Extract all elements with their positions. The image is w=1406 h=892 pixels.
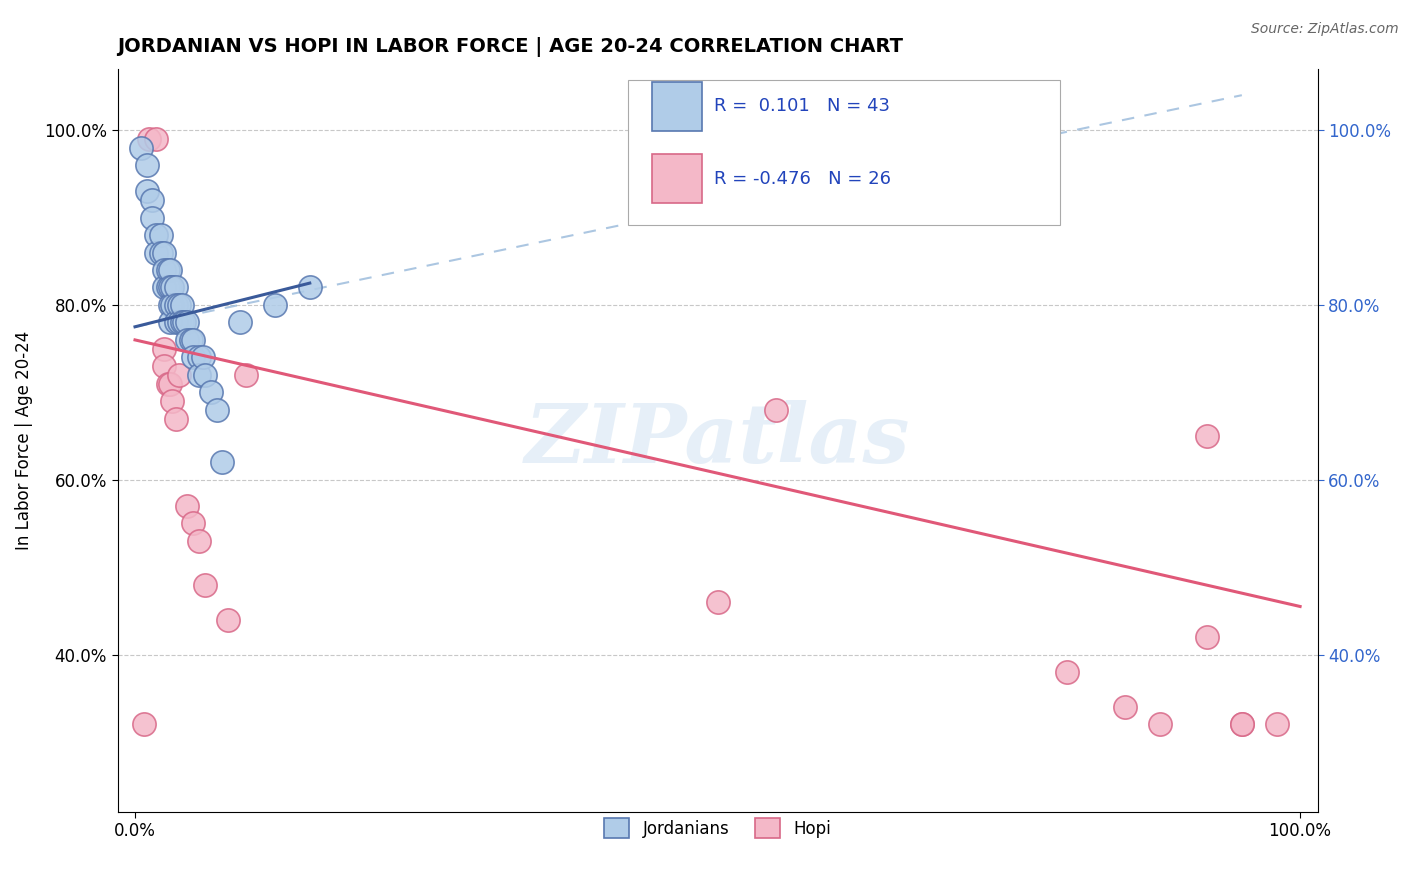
Point <box>153 342 176 356</box>
Point <box>162 280 184 294</box>
Point <box>706 595 728 609</box>
Point <box>141 193 163 207</box>
Point <box>156 280 179 294</box>
Text: ZIPatlas: ZIPatlas <box>524 401 910 481</box>
Point <box>191 351 214 365</box>
FancyBboxPatch shape <box>651 81 702 130</box>
Point <box>263 298 285 312</box>
Point <box>134 717 156 731</box>
Point <box>188 368 211 382</box>
Point <box>156 376 179 391</box>
Point <box>180 333 202 347</box>
Point <box>170 298 193 312</box>
Point <box>1265 717 1288 731</box>
Point <box>135 184 157 198</box>
Point <box>176 333 198 347</box>
Point <box>159 263 181 277</box>
Point <box>138 132 160 146</box>
Point <box>145 227 167 242</box>
Point <box>181 516 204 531</box>
Point <box>159 315 181 329</box>
Point <box>135 158 157 172</box>
Point <box>1195 429 1218 443</box>
Point <box>200 385 222 400</box>
Point <box>170 315 193 329</box>
Point <box>176 499 198 513</box>
Text: JORDANIAN VS HOPI IN LABOR FORCE | AGE 20-24 CORRELATION CHART: JORDANIAN VS HOPI IN LABOR FORCE | AGE 2… <box>118 37 904 57</box>
Point <box>1056 665 1078 679</box>
Point <box>149 227 172 242</box>
Point <box>165 280 187 294</box>
Legend: Jordanians, Hopi: Jordanians, Hopi <box>598 812 838 845</box>
Point <box>153 245 176 260</box>
Point <box>188 351 211 365</box>
Point <box>165 315 187 329</box>
Point <box>141 211 163 225</box>
Point <box>1149 717 1171 731</box>
Point <box>1230 717 1253 731</box>
Point <box>229 315 252 329</box>
Point <box>159 376 181 391</box>
Point <box>159 298 181 312</box>
Point <box>194 368 217 382</box>
Point <box>205 402 228 417</box>
FancyBboxPatch shape <box>651 154 702 203</box>
Point <box>162 394 184 409</box>
Point <box>129 141 152 155</box>
Point <box>211 455 233 469</box>
Point <box>765 402 787 417</box>
Point <box>159 280 181 294</box>
Point <box>169 368 191 382</box>
Text: R =  0.101   N = 43: R = 0.101 N = 43 <box>714 97 890 115</box>
Point <box>298 280 321 294</box>
Point <box>162 298 184 312</box>
Point <box>153 359 176 373</box>
Point <box>235 368 257 382</box>
Point <box>181 351 204 365</box>
Point <box>173 315 195 329</box>
Point <box>165 411 187 425</box>
Point <box>153 263 176 277</box>
Point <box>169 315 191 329</box>
Point <box>1195 630 1218 644</box>
Point <box>169 298 191 312</box>
Point <box>188 533 211 548</box>
Point <box>1230 717 1253 731</box>
Text: R = -0.476   N = 26: R = -0.476 N = 26 <box>714 169 891 188</box>
Point <box>149 245 172 260</box>
Point <box>217 613 239 627</box>
FancyBboxPatch shape <box>627 80 1060 225</box>
Point <box>145 132 167 146</box>
Point <box>153 280 176 294</box>
Point <box>145 245 167 260</box>
Point <box>156 263 179 277</box>
Point <box>194 577 217 591</box>
Text: Source: ZipAtlas.com: Source: ZipAtlas.com <box>1251 22 1399 37</box>
Point <box>181 333 204 347</box>
Point <box>1114 700 1136 714</box>
Point <box>165 298 187 312</box>
Y-axis label: In Labor Force | Age 20-24: In Labor Force | Age 20-24 <box>15 331 32 550</box>
Point <box>176 315 198 329</box>
